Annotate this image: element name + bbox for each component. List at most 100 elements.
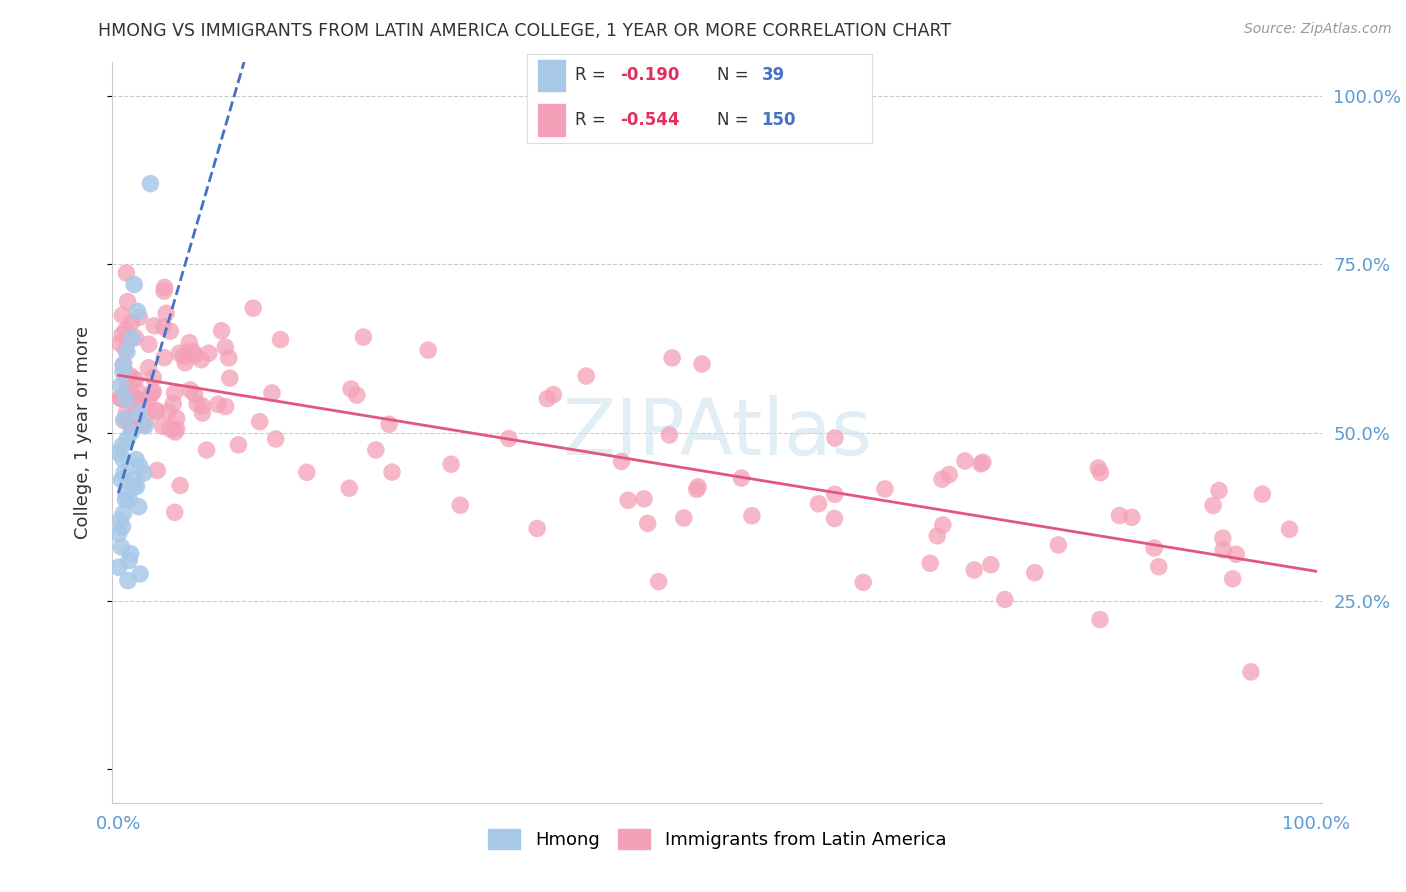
Point bbox=[110, 473, 132, 487]
Point bbox=[111, 327, 134, 342]
Point bbox=[114, 486, 136, 500]
Point bbox=[111, 308, 134, 322]
Point bbox=[165, 425, 187, 439]
Point bbox=[1251, 487, 1274, 501]
Point bbox=[115, 375, 138, 389]
Point bbox=[610, 454, 633, 468]
Point bbox=[1208, 483, 1230, 498]
Point bbox=[177, 345, 200, 359]
Point bbox=[114, 492, 136, 507]
Point bbox=[186, 397, 208, 411]
Point bbox=[190, 352, 212, 367]
Point bbox=[260, 385, 283, 400]
Point bbox=[118, 553, 141, 567]
Text: Source: ZipAtlas.com: Source: ZipAtlas.com bbox=[1244, 22, 1392, 37]
Point bbox=[107, 526, 129, 541]
Point bbox=[134, 418, 156, 433]
Point bbox=[174, 356, 197, 370]
Point bbox=[690, 357, 713, 371]
Point bbox=[117, 294, 139, 309]
Point bbox=[824, 511, 846, 525]
Bar bbox=[537, 60, 565, 91]
Point bbox=[115, 406, 138, 420]
Point bbox=[135, 414, 157, 428]
Point bbox=[169, 478, 191, 492]
Point bbox=[125, 479, 148, 493]
Point bbox=[117, 574, 139, 588]
Point bbox=[124, 372, 146, 386]
Point bbox=[994, 592, 1017, 607]
Point bbox=[112, 507, 135, 521]
Point bbox=[264, 432, 287, 446]
Point bbox=[920, 556, 942, 570]
Point bbox=[824, 487, 846, 501]
Point bbox=[340, 382, 363, 396]
Point bbox=[449, 498, 471, 512]
Point bbox=[112, 392, 135, 406]
Point bbox=[128, 405, 150, 419]
Point bbox=[122, 479, 145, 493]
Point bbox=[127, 384, 149, 399]
Point bbox=[658, 428, 681, 442]
Point bbox=[111, 520, 134, 534]
Point bbox=[197, 346, 219, 360]
Point bbox=[181, 344, 204, 359]
Point bbox=[138, 360, 160, 375]
Point bbox=[145, 403, 167, 417]
Point bbox=[120, 425, 142, 440]
Point bbox=[132, 466, 155, 480]
Point bbox=[730, 471, 752, 485]
Point bbox=[440, 457, 463, 471]
Point bbox=[1108, 508, 1130, 523]
Point bbox=[127, 304, 149, 318]
Point bbox=[142, 384, 165, 399]
Point bbox=[218, 371, 240, 385]
Point bbox=[346, 388, 368, 402]
Point bbox=[972, 455, 994, 469]
Point bbox=[121, 410, 143, 425]
Point bbox=[931, 472, 953, 486]
Point bbox=[418, 343, 440, 358]
Point bbox=[128, 459, 150, 474]
Point bbox=[118, 390, 141, 404]
Point bbox=[121, 331, 143, 345]
Point bbox=[686, 483, 709, 497]
Point bbox=[125, 452, 148, 467]
Point bbox=[120, 547, 142, 561]
Point bbox=[115, 323, 138, 337]
Point bbox=[1088, 613, 1111, 627]
Point bbox=[183, 387, 205, 401]
Point bbox=[153, 284, 176, 298]
Point bbox=[114, 392, 136, 406]
Point bbox=[543, 387, 565, 401]
Point bbox=[110, 540, 132, 554]
Point bbox=[124, 330, 146, 344]
Point bbox=[228, 438, 250, 452]
Point bbox=[110, 378, 132, 392]
Point bbox=[120, 418, 142, 433]
Text: N =: N = bbox=[717, 111, 754, 128]
Text: 150: 150 bbox=[762, 111, 796, 128]
Point bbox=[121, 372, 143, 386]
Point bbox=[155, 306, 177, 320]
Point bbox=[120, 385, 142, 400]
Point bbox=[183, 348, 205, 362]
Point bbox=[110, 513, 132, 527]
Point bbox=[575, 369, 598, 384]
Point bbox=[132, 417, 155, 432]
Point bbox=[1212, 542, 1234, 557]
Point bbox=[112, 466, 135, 480]
Point bbox=[741, 508, 763, 523]
Point bbox=[647, 574, 669, 589]
Point bbox=[129, 566, 152, 581]
Point bbox=[242, 301, 264, 315]
Point bbox=[114, 343, 136, 357]
Point bbox=[498, 432, 520, 446]
Point bbox=[159, 422, 181, 436]
Point bbox=[134, 401, 156, 415]
Bar bbox=[537, 104, 565, 136]
Point bbox=[107, 446, 129, 460]
Point bbox=[125, 392, 148, 406]
Text: ZIPAtlas: ZIPAtlas bbox=[562, 394, 872, 471]
Point bbox=[128, 310, 150, 325]
